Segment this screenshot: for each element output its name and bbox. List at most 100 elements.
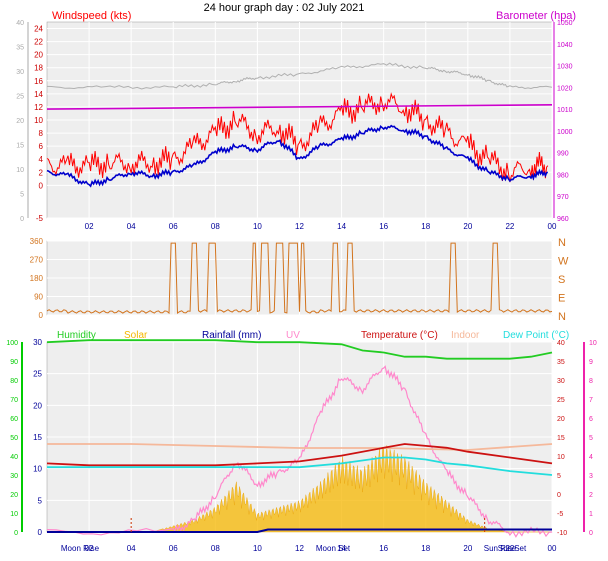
temperature-axis-tick: 25 [557, 397, 565, 404]
humidity-axis-tick: 40 [10, 454, 18, 461]
legend: Windspeed (kts) Barometer (hpa)NWSENHumid… [52, 10, 576, 341]
grey-axis-tick: 30 [16, 69, 24, 76]
plot-series [46, 62, 553, 538]
legend-windspeed: Windspeed (kts) [52, 10, 131, 22]
grey-axis-tick: 25 [16, 94, 24, 101]
uv-axis-tick: 9 [589, 359, 593, 366]
compass-label: W [558, 256, 569, 268]
humidity-axis-tick: 80 [10, 378, 18, 385]
climate-legend-item: UV [286, 330, 300, 341]
axes: -502468101214161820222405101520253035409… [6, 20, 597, 537]
x-tick-label-top: 00 [548, 222, 557, 231]
x-tick-label-top: 22 [505, 222, 514, 231]
direction-axis-tick: 270 [30, 256, 44, 265]
x-tick-label-top: 20 [463, 222, 472, 231]
barometer-line [46, 104, 553, 110]
wind-axis-tick: 24 [34, 25, 43, 34]
x-tick-label-top: 06 [169, 222, 178, 231]
baro-axis-tick: 980 [557, 172, 569, 179]
compass-label: N [558, 237, 566, 249]
uv-axis-tick: 8 [589, 378, 593, 385]
sun-moon-label: Sun Set [498, 544, 527, 553]
wind-axis-tick: 22 [34, 38, 43, 47]
compass-label: N [558, 311, 566, 323]
x-tick-label-bottom: 16 [379, 544, 388, 553]
climate-legend-item: Temperature (°C) [361, 330, 438, 341]
climate-legend-item: Dew Point (°C) [503, 330, 569, 341]
x-tick-label-bottom: 06 [169, 544, 178, 553]
x-tick-labels: 02 02 04 04 06 06 08 08 10 10 12 12 14 14 16 16 18 18 20 20… [61, 222, 557, 553]
temperature-axis-tick: 15 [557, 435, 565, 442]
x-tick-label-top: 12 [295, 222, 304, 231]
inner-left-tick: 30 [33, 338, 42, 347]
inner-left-tick: 25 [33, 370, 42, 379]
temperature-axis-tick: 35 [557, 359, 565, 366]
x-tick-label-bottom: 00 [548, 544, 557, 553]
compass-label: S [558, 274, 565, 286]
wind-gust-line [46, 92, 549, 183]
baro-axis-tick: 1010 [557, 107, 573, 114]
sun-moon-label: Sun Rise [484, 544, 517, 553]
wind-axis-tick: 18 [34, 64, 43, 73]
grey-axis-tick: 10 [16, 167, 24, 174]
humidity-axis-tick: 90 [10, 359, 18, 366]
wind-axis-tick: 20 [34, 51, 43, 60]
humidity-axis-tick: 100 [6, 340, 18, 347]
humidity-axis-tick: 0 [14, 530, 18, 537]
x-tick-label-top: 04 [127, 222, 136, 231]
grey-axis-tick: 15 [16, 143, 24, 150]
grey-axis-tick: 35 [16, 45, 24, 52]
temperature-axis-tick: 0 [557, 492, 561, 499]
uv-axis-tick: 7 [589, 397, 593, 404]
baro-axis-tick: 1040 [557, 42, 573, 49]
wind-average-line [46, 124, 549, 188]
x-tick-label-bottom: 08 [211, 544, 220, 553]
uv-axis-tick: 1 [589, 511, 593, 518]
x-tick-label-bottom: 18 [421, 544, 430, 553]
wind-axis-tick: 8 [39, 129, 44, 138]
humidity-axis-tick: 30 [10, 473, 18, 480]
wind-axis-tick: 14 [34, 90, 43, 99]
direction-axis-tick: 90 [34, 293, 43, 302]
uv-line [46, 365, 553, 538]
x-tick-label-bottom: 22 [505, 544, 514, 553]
humidity-line [46, 339, 553, 360]
humidity-axis-tick: 20 [10, 492, 18, 499]
temperature-axis-tick: 40 [557, 340, 565, 347]
baro-axis-tick: 1000 [557, 129, 573, 136]
x-tick-label-bottom: 20 [463, 544, 472, 553]
uv-axis-tick: 2 [589, 492, 593, 499]
legend-barometer: Barometer (hpa) [496, 10, 576, 22]
grey-trace-line [46, 62, 553, 90]
x-tick-label-bottom: 14 [337, 544, 346, 553]
sun-moon-label: Moon Rise [61, 544, 100, 553]
climate-legend-item: Solar [124, 330, 148, 341]
inner-left-tick: 0 [38, 528, 43, 537]
grey-axis-tick: 5 [20, 192, 24, 199]
inner-left-tick: 5 [38, 496, 43, 505]
uv-axis-tick: 6 [589, 416, 593, 423]
wind-axis-tick: 2 [39, 168, 44, 177]
humidity-axis-tick: 50 [10, 435, 18, 442]
x-tick-label-bottom: 12 [295, 544, 304, 553]
temperature-line [46, 443, 553, 467]
baro-axis-tick: 1030 [557, 64, 573, 71]
temperature-axis-tick: 30 [557, 378, 565, 385]
wind-axis-tick: -5 [36, 214, 44, 223]
baro-axis-tick: 990 [557, 151, 569, 158]
baro-axis-tick: 1050 [557, 20, 573, 27]
inner-left-tick: 20 [33, 401, 42, 410]
climate-legend-item: Humidity [57, 330, 96, 341]
x-tick-label-bottom: 10 [253, 544, 262, 553]
temperature-axis-tick: 20 [557, 416, 565, 423]
wind-direction-line [46, 242, 553, 315]
inner-left-tick: 10 [33, 465, 42, 474]
uv-axis-tick: 3 [589, 473, 593, 480]
x-tick-label-top: 10 [253, 222, 262, 231]
rainfall-line [47, 528, 552, 533]
temperature-axis-tick: -5 [557, 511, 563, 518]
wind-axis-tick: 6 [39, 142, 44, 151]
x-tick-label-top: 18 [421, 222, 430, 231]
wind-axis-tick: 12 [34, 103, 43, 112]
